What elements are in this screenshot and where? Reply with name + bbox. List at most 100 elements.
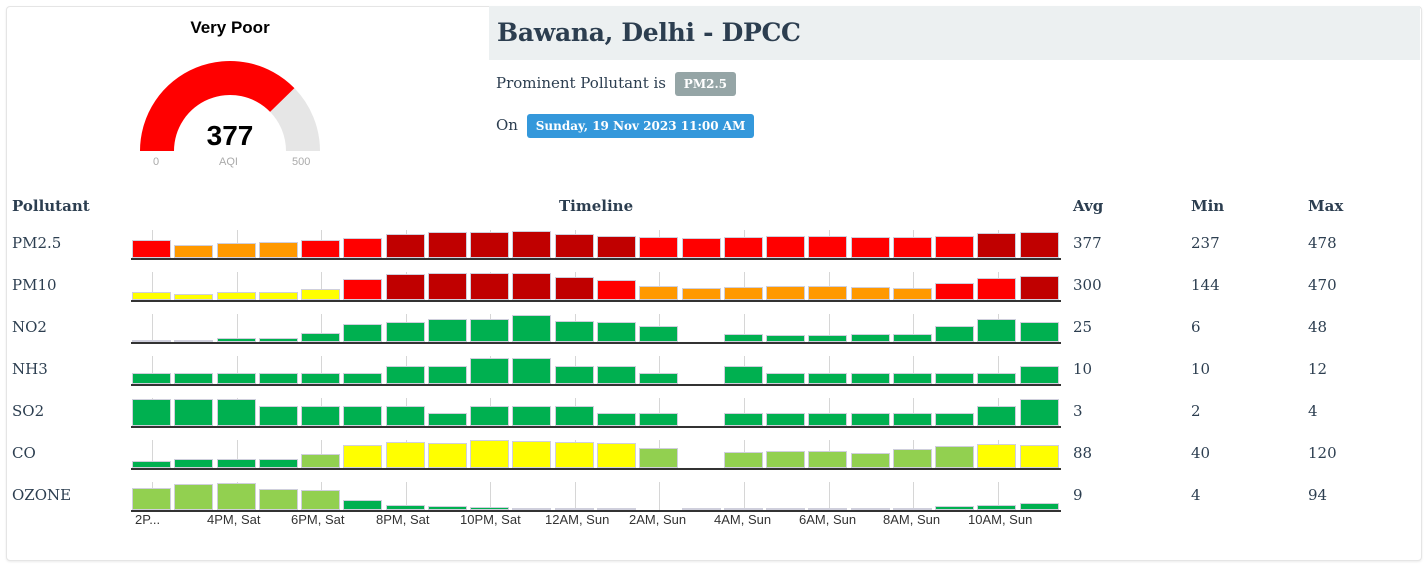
- timeline-bar[interactable]: [1020, 232, 1059, 258]
- timeline-bar[interactable]: [470, 406, 509, 426]
- timeline-bar[interactable]: [259, 373, 298, 384]
- timeline-bar[interactable]: [343, 279, 382, 300]
- timeline-bar[interactable]: [766, 451, 805, 468]
- timeline-bar[interactable]: [217, 373, 256, 384]
- timeline-bar[interactable]: [639, 448, 678, 468]
- timeline-bar[interactable]: [512, 358, 551, 384]
- timeline-bar[interactable]: [386, 274, 425, 300]
- timeline-bar[interactable]: [343, 445, 382, 468]
- timeline-chart[interactable]: [131, 230, 1061, 260]
- timeline-bar[interactable]: [766, 236, 805, 258]
- timeline-bar[interactable]: [174, 399, 213, 426]
- timeline-bar[interactable]: [935, 413, 974, 426]
- timeline-bar[interactable]: [343, 324, 382, 342]
- timeline-bar[interactable]: [977, 278, 1016, 300]
- timeline-bar[interactable]: [935, 326, 974, 342]
- timeline-chart[interactable]: [131, 440, 1061, 470]
- timeline-bar[interactable]: [132, 292, 171, 300]
- timeline-bar[interactable]: [893, 334, 932, 342]
- timeline-bar[interactable]: [766, 335, 805, 342]
- timeline-chart[interactable]: [131, 314, 1061, 344]
- timeline-bar[interactable]: [597, 508, 636, 510]
- timeline-bar[interactable]: [935, 446, 974, 468]
- timeline-bar[interactable]: [343, 406, 382, 426]
- timeline-bar[interactable]: [893, 288, 932, 300]
- timeline-bar[interactable]: [428, 232, 467, 258]
- timeline-bar[interactable]: [386, 322, 425, 342]
- timeline-bar[interactable]: [386, 442, 425, 468]
- timeline-bar[interactable]: [766, 508, 805, 510]
- timeline-bar[interactable]: [851, 373, 890, 384]
- timeline-bar[interactable]: [428, 506, 467, 510]
- timeline-bar[interactable]: [808, 413, 847, 426]
- timeline-bar[interactable]: [977, 319, 1016, 342]
- timeline-bar[interactable]: [555, 277, 594, 300]
- timeline-bar[interactable]: [470, 319, 509, 342]
- timeline-bar[interactable]: [470, 232, 509, 258]
- timeline-bar[interactable]: [851, 334, 890, 342]
- timeline-bar[interactable]: [851, 237, 890, 258]
- timeline-bar[interactable]: [977, 406, 1016, 426]
- timeline-bar[interactable]: [512, 231, 551, 258]
- timeline-chart[interactable]: [131, 272, 1061, 302]
- timeline-bar[interactable]: [301, 373, 340, 384]
- timeline-bar[interactable]: [808, 451, 847, 468]
- timeline-bar[interactable]: [259, 338, 298, 342]
- timeline-bar[interactable]: [428, 413, 467, 426]
- timeline-bar[interactable]: [851, 508, 890, 510]
- timeline-bar[interactable]: [977, 444, 1016, 468]
- timeline-bar[interactable]: [301, 333, 340, 342]
- timeline-bar[interactable]: [555, 321, 594, 342]
- timeline-bar[interactable]: [301, 454, 340, 468]
- timeline-bar[interactable]: [724, 334, 763, 342]
- timeline-bar[interactable]: [682, 508, 721, 510]
- timeline-bar[interactable]: [470, 358, 509, 384]
- timeline-bar[interactable]: [132, 399, 171, 426]
- timeline-bar[interactable]: [597, 280, 636, 300]
- timeline-bar[interactable]: [639, 413, 678, 426]
- timeline-bar[interactable]: [597, 366, 636, 384]
- timeline-bar[interactable]: [428, 273, 467, 300]
- timeline-bar[interactable]: [977, 233, 1016, 258]
- timeline-bar[interactable]: [259, 242, 298, 258]
- timeline-bar[interactable]: [893, 237, 932, 258]
- timeline-bar[interactable]: [512, 273, 551, 300]
- timeline-bar[interactable]: [851, 453, 890, 468]
- timeline-bar[interactable]: [555, 442, 594, 468]
- timeline-bar[interactable]: [217, 243, 256, 258]
- timeline-bar[interactable]: [808, 286, 847, 300]
- timeline-bar[interactable]: [555, 406, 594, 426]
- timeline-bar[interactable]: [1020, 322, 1059, 342]
- timeline-bar[interactable]: [766, 286, 805, 300]
- timeline-bar[interactable]: [217, 292, 256, 300]
- timeline-bar[interactable]: [1020, 399, 1059, 426]
- timeline-bar[interactable]: [470, 440, 509, 468]
- timeline-bar[interactable]: [174, 484, 213, 510]
- timeline-bar[interactable]: [470, 507, 509, 510]
- timeline-bar[interactable]: [893, 373, 932, 384]
- timeline-bar[interactable]: [1020, 503, 1059, 510]
- timeline-bar[interactable]: [386, 366, 425, 384]
- timeline-bar[interactable]: [386, 505, 425, 510]
- timeline-bar[interactable]: [470, 273, 509, 300]
- timeline-chart[interactable]: [131, 356, 1061, 386]
- timeline-bar[interactable]: [343, 500, 382, 510]
- timeline-bar[interactable]: [639, 373, 678, 384]
- timeline-bar[interactable]: [639, 237, 678, 258]
- timeline-bar[interactable]: [259, 459, 298, 468]
- timeline-bar[interactable]: [935, 506, 974, 510]
- timeline-bar[interactable]: [301, 490, 340, 510]
- timeline-bar[interactable]: [132, 461, 171, 468]
- timeline-bar[interactable]: [724, 508, 763, 510]
- timeline-bar[interactable]: [808, 236, 847, 258]
- timeline-bar[interactable]: [512, 441, 551, 468]
- timeline-bar[interactable]: [851, 287, 890, 300]
- timeline-bar[interactable]: [893, 449, 932, 468]
- timeline-bar[interactable]: [174, 373, 213, 384]
- timeline-bar[interactable]: [935, 236, 974, 258]
- timeline-bar[interactable]: [724, 366, 763, 384]
- timeline-bar[interactable]: [512, 315, 551, 342]
- timeline-bar[interactable]: [597, 443, 636, 468]
- timeline-bar[interactable]: [259, 292, 298, 300]
- timeline-bar[interactable]: [597, 236, 636, 258]
